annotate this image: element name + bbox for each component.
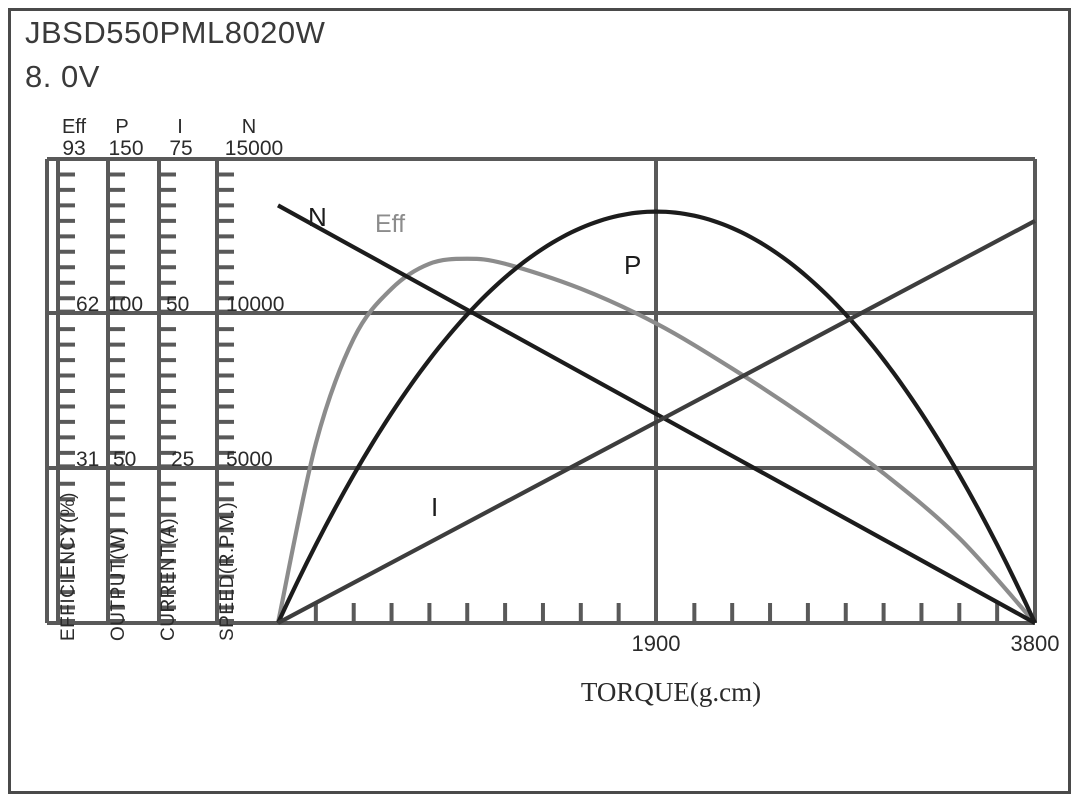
axis-caption-output: OUTPUT(W) [108,528,129,641]
axis-caption-current: CURRENT(A) [158,518,179,641]
curve-label-p: P [624,250,641,280]
curve-p [276,209,1037,624]
x-tick-label-1900: 1900 [632,631,681,656]
axis-header-max-eff: 93 [62,137,85,160]
curve-i [277,219,1036,625]
axis-label-n-5000: 5000 [226,448,273,471]
axis-captions: EFFICIENCY(%) OUTPUT(W) CURRENT(A) SPEED… [58,492,238,641]
axis-label-i-25: 25 [171,448,194,471]
axis-label-p-50: 50 [113,448,136,471]
axis-header-name-p: P [115,116,128,138]
x-axis-ticks [313,603,1000,623]
plot-box [45,157,1037,625]
curve-label-n: N [308,202,327,232]
axis-label-n-10000: 10000 [226,293,284,316]
axis-label-i-50: 50 [166,293,189,316]
x-axis-title: TORQUE(g.cm) [581,677,761,707]
axis-header-name-n: N [242,116,256,138]
axis-label-p-100: 100 [108,293,143,316]
axis-label-eff-62: 62 [76,293,99,316]
axis-header-max-n: 15000 [225,137,283,160]
axis-caption-efficiency: EFFICIENCY(%) [58,492,79,641]
curve-label-i: I [431,492,438,522]
curve-n [276,203,1037,625]
axis-label-eff-31: 31 [76,448,99,471]
chart-frame: JBSD550PML8020W 8. 0V Eff 93 P 150 I 75 … [8,8,1071,794]
data-curves-group [275,203,1037,625]
chart-title-voltage: 8. 0V [25,59,100,94]
motor-performance-chart: JBSD550PML8020W 8. 0V Eff 93 P 150 I 75 … [25,15,1060,707]
x-tick-label-3800: 3800 [1011,631,1060,656]
axis-header-name-eff: Eff [62,116,87,138]
curve-eff [275,256,1037,625]
axis-header-max-p: 150 [108,137,143,160]
axis-header-group: Eff 93 P 150 I 75 N 15000 [62,116,283,160]
axis-value-labels: 62 100 50 10000 31 50 25 5000 [76,293,284,471]
axis-header-max-i: 75 [169,137,192,160]
curve-label-eff: Eff [375,210,405,238]
axis-caption-speed: SPEED(R.P.M.) [217,502,238,641]
value-axes-group [56,159,234,623]
axis-header-name-i: I [177,116,183,138]
chart-title-model: JBSD550PML8020W [25,15,326,50]
